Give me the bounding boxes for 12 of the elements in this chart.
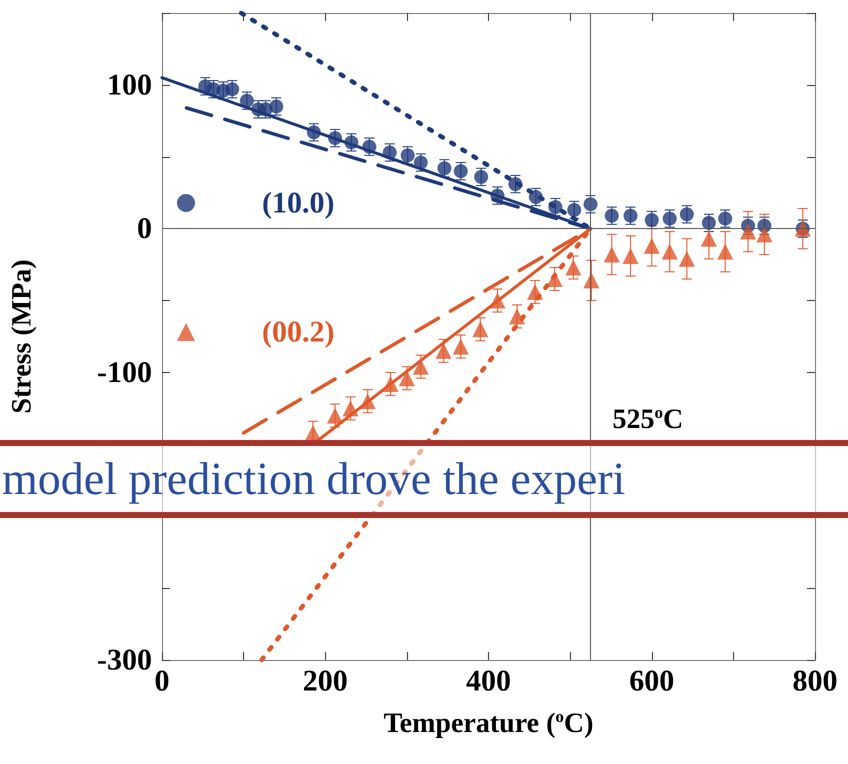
legend-label: (00.2): [262, 316, 334, 348]
legend-label: (10.0): [262, 186, 334, 220]
y-tick-label: -300: [97, 644, 152, 676]
y-axis-title: Stress (MPa): [6, 259, 38, 414]
x-tick-label: 200: [302, 664, 348, 698]
y-tick-label: 0: [137, 212, 152, 246]
y-tick-label: -100: [97, 356, 152, 389]
y-tick-label: 100: [107, 68, 152, 102]
banner: model prediction drove the experi: [0, 440, 848, 518]
x-tick-label: 600: [629, 664, 674, 698]
x-tick-label: 800: [792, 664, 838, 698]
x-tick-label: 400: [466, 664, 511, 698]
